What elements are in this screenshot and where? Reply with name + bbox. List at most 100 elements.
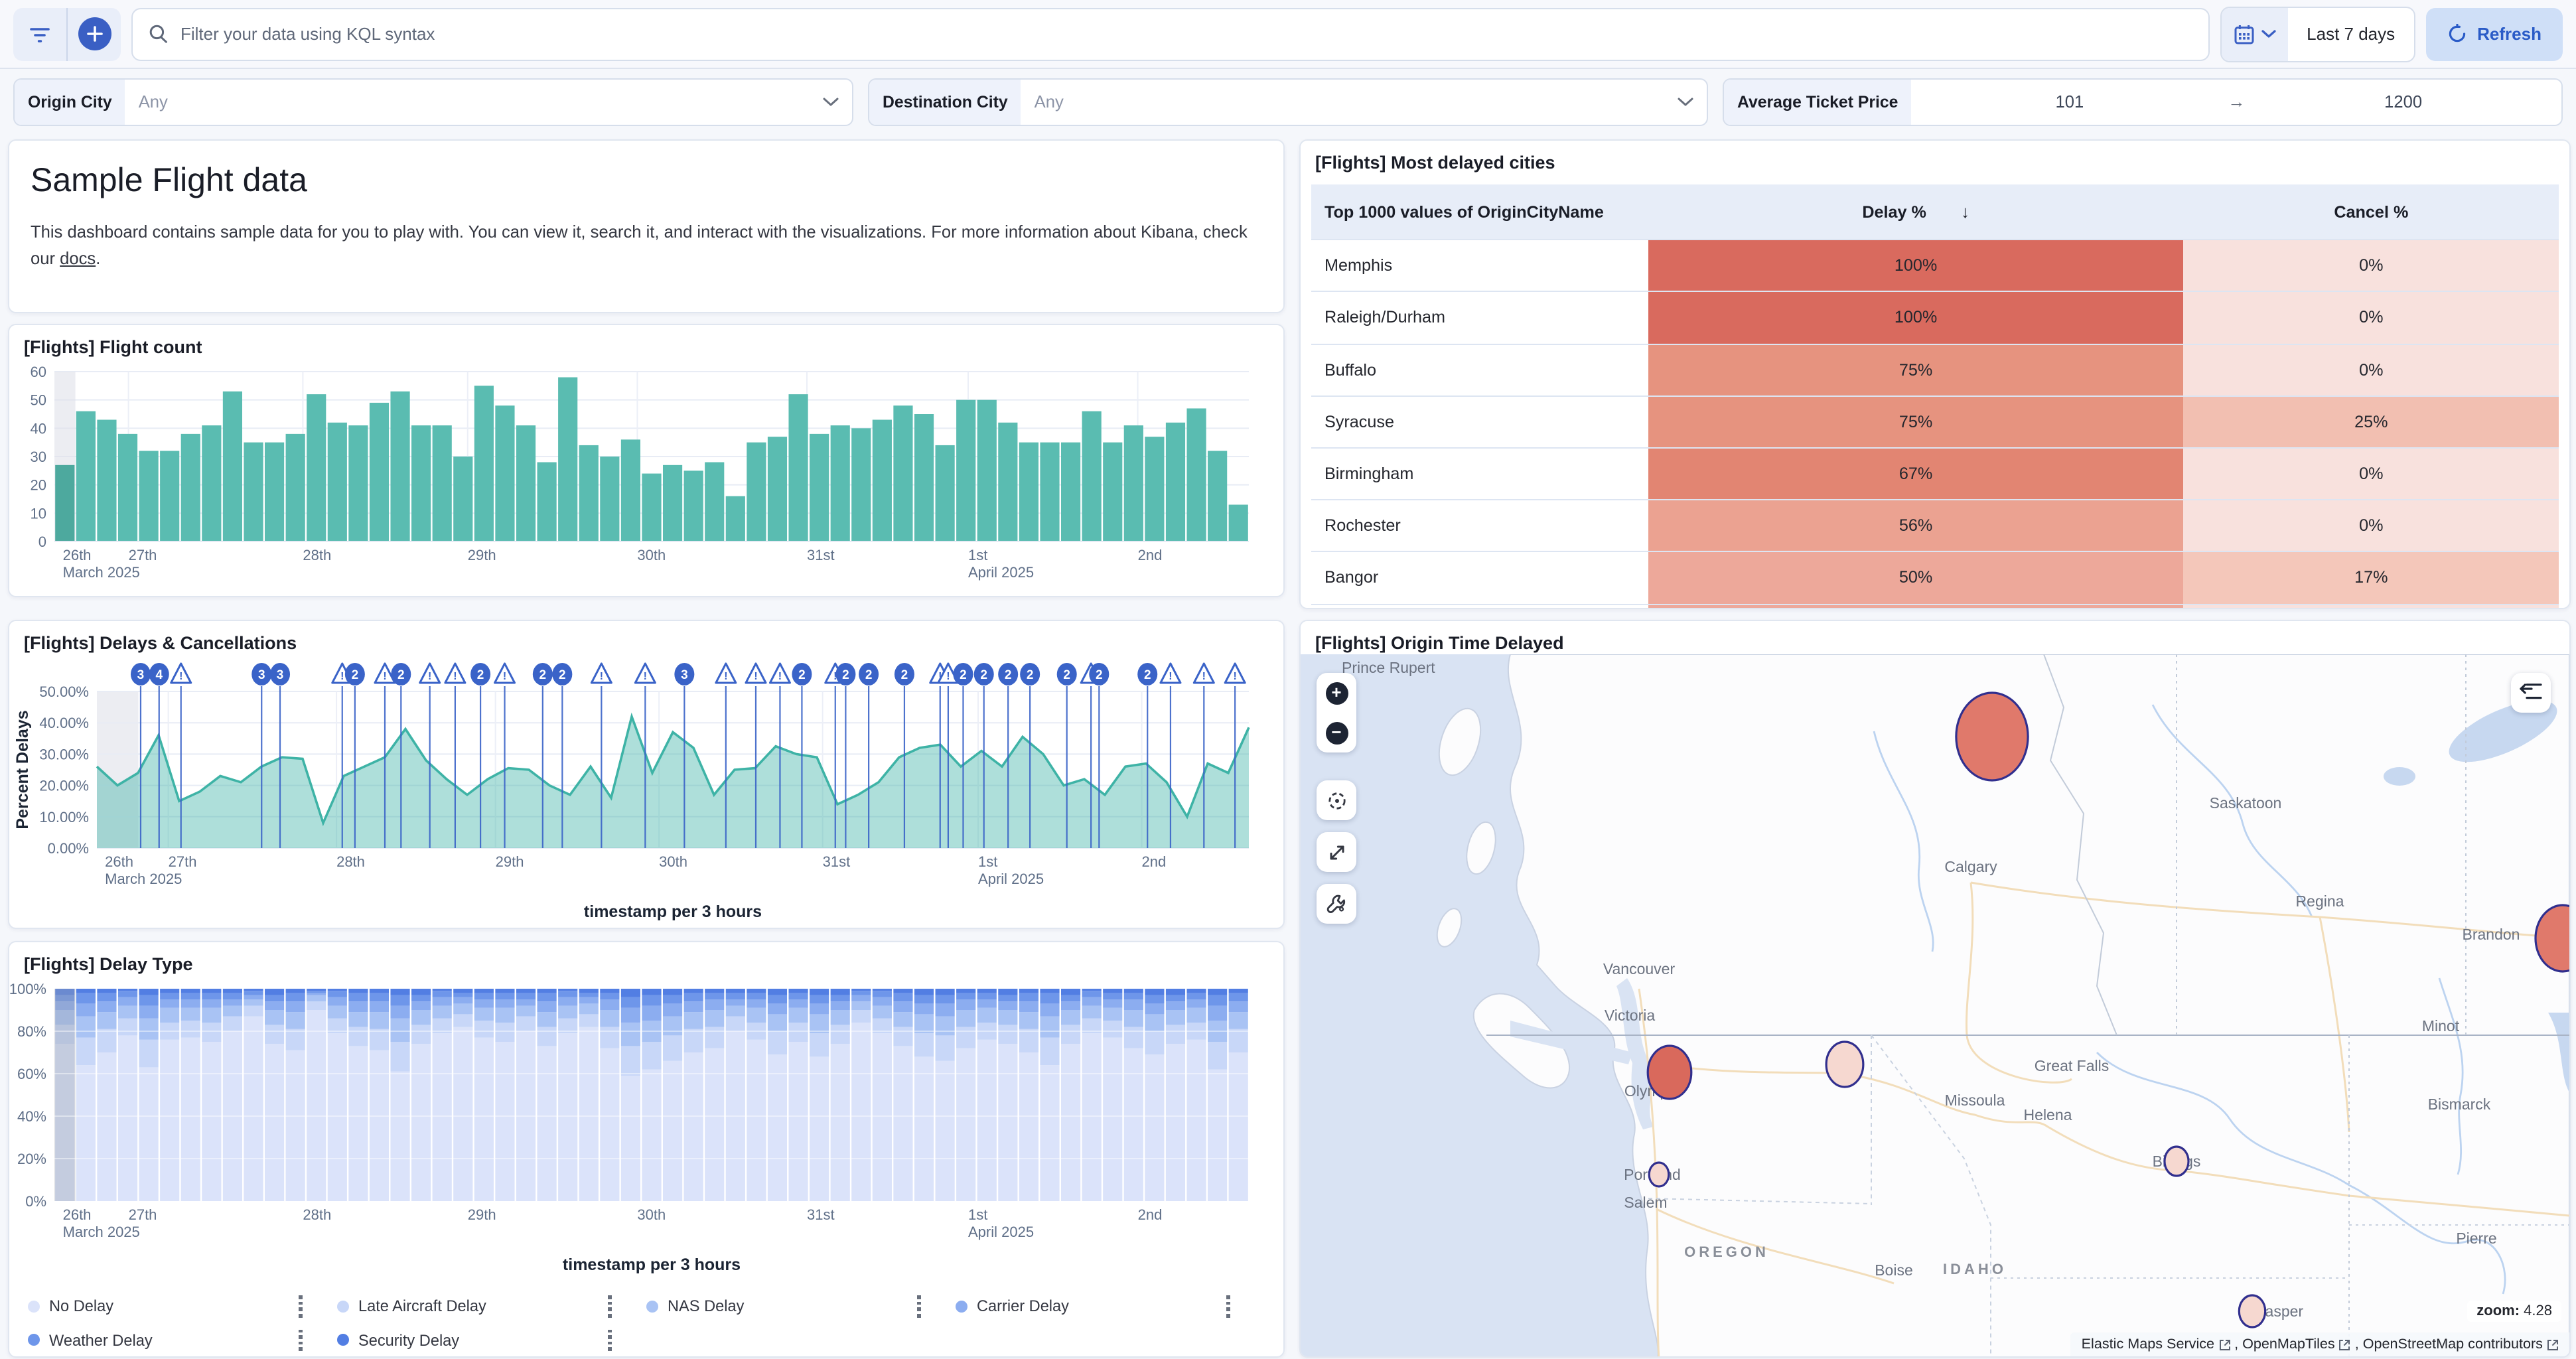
time-picker-calendar-button[interactable] — [2222, 7, 2289, 60]
legend-item-security-delay[interactable]: Security Delay — [337, 1329, 646, 1351]
map-state-label: IDAHO — [1943, 1261, 2007, 1277]
svg-text:0.00%: 0.00% — [48, 840, 89, 857]
legend-actions-icon[interactable] — [299, 1329, 303, 1351]
east-edge-bubble[interactable] — [2534, 904, 2569, 973]
svg-text:2: 2 — [397, 668, 405, 682]
legend-actions-icon[interactable] — [917, 1295, 921, 1318]
attribution-link[interactable]: OpenMapTiles — [2242, 1336, 2351, 1352]
avg-ticket-price-control[interactable]: Average Ticket Price 101 → 1200 — [1723, 78, 2563, 125]
svg-text:0: 0 — [38, 534, 46, 550]
delay-cell[interactable]: 56% — [1648, 499, 2184, 552]
svg-text:!: ! — [383, 671, 386, 682]
flight-count-panel: [Flights] Flight count 0 10 20 30 40 50 60 26th… — [8, 324, 1285, 597]
delay-cell[interactable]: 50% — [1648, 603, 2184, 608]
legend-item-carrier-delay[interactable]: Carrier Delay — [956, 1295, 1265, 1318]
delay-cell[interactable]: 67% — [1648, 447, 2184, 500]
map-fit-to-data-button[interactable] — [1317, 832, 1356, 872]
city-cell[interactable]: Raleigh/Durham — [1311, 291, 1648, 344]
table-row[interactable]: Buffalo 75% 0% — [1311, 343, 2559, 396]
filter-funnel-button[interactable] — [13, 7, 66, 60]
cancel-cell[interactable]: 0% — [2183, 447, 2559, 500]
delay-type-chart[interactable]: 0% 20% 40% 60% 80% 100% 26th March 2025 27th 28th… — [9, 978, 1283, 1285]
delays-area-chart[interactable]: 0.00% 10.00% 20.00% 30.00% 40.00% 50.00% 3 4! 3 3… — [9, 657, 1283, 928]
cancel-cell[interactable]: 25% — [2183, 395, 2559, 448]
legend-item-no-delay[interactable]: No Delay — [28, 1295, 337, 1318]
city-cell[interactable]: Syracuse — [1311, 395, 1648, 448]
svg-text:!: ! — [644, 671, 647, 682]
kql-search-input[interactable]: Filter your data using KQL syntax — [131, 7, 2210, 60]
billings-bubble[interactable] — [2163, 1145, 2190, 1177]
cancel-cell[interactable]: 0% — [2183, 603, 2559, 608]
delay-cell[interactable]: 75% — [1648, 343, 2184, 396]
svg-text:2: 2 — [1005, 668, 1012, 682]
destination-city-control[interactable]: Destination City Any — [868, 78, 1708, 125]
table-header-delay[interactable]: Delay % ↓ — [1648, 184, 2184, 240]
cancel-cell[interactable]: 0% — [2183, 343, 2559, 396]
city-cell[interactable]: Buffalo — [1311, 343, 1648, 396]
legend-actions-icon[interactable] — [299, 1295, 303, 1318]
table-row[interactable]: Memphis 100% 0% — [1311, 239, 2559, 292]
ticket-price-max[interactable]: 1200 — [2384, 92, 2423, 111]
map-set-view-button[interactable] — [1317, 780, 1356, 820]
legend-item-nas-delay[interactable]: NAS Delay — [646, 1295, 956, 1318]
refresh-button[interactable]: Refresh — [2425, 7, 2563, 60]
table-row[interactable]: Birmingham 67% 0% — [1311, 447, 2559, 500]
svg-text:40.00%: 40.00% — [39, 715, 89, 732]
filter-controls-group — [13, 7, 121, 60]
delay-cell[interactable]: 100% — [1648, 239, 2184, 292]
casper-bubble[interactable] — [2238, 1294, 2267, 1328]
legend-item-late-aircraft-delay[interactable]: Late Aircraft Delay — [337, 1295, 646, 1318]
map-attribution: Elastic Maps Service, OpenMapTiles, Open… — [2070, 1332, 2569, 1356]
map-legend-collapse-button[interactable] — [2511, 673, 2551, 713]
svg-text:20.00%: 20.00% — [39, 778, 89, 794]
spokane-bubble[interactable] — [1825, 1040, 1865, 1088]
table-row[interactable]: Chicago/Rockford50%0% — [1311, 603, 2559, 608]
city-cell[interactable]: Memphis — [1311, 239, 1648, 292]
add-filter-button[interactable] — [66, 7, 121, 60]
svg-text:60: 60 — [31, 364, 46, 380]
svg-text:2nd: 2nd — [1138, 1206, 1163, 1223]
delay-cell[interactable]: 50% — [1648, 551, 2184, 604]
map-zoom-out-button[interactable]: − — [1317, 713, 1356, 752]
map-canvas[interactable]: Prince Rupert Saskatoon Calgary Regina Brand… — [1301, 654, 2569, 1356]
attribution-link[interactable]: Elastic Maps Service — [2082, 1336, 2230, 1352]
cancel-cell[interactable]: 0% — [2183, 291, 2559, 344]
portland-bubble[interactable] — [1648, 1161, 1670, 1188]
destination-city-label: Destination City — [869, 79, 1021, 124]
north-bubble[interactable] — [1955, 691, 2029, 782]
table-header-city[interactable]: Top 1000 values of OriginCityName — [1311, 184, 1648, 240]
query-bar: Filter your data using KQL syntax Last 7… — [0, 0, 2576, 69]
legend-actions-icon[interactable] — [608, 1295, 612, 1318]
ticket-price-min[interactable]: 101 — [2055, 92, 2084, 111]
legend-item-weather-delay[interactable]: Weather Delay — [28, 1329, 337, 1351]
crosshair-icon — [1328, 792, 1345, 809]
seattle-bubble[interactable] — [1646, 1044, 1693, 1100]
filter-funnel-icon — [30, 27, 50, 42]
svg-text:3: 3 — [277, 668, 284, 682]
table-row[interactable]: Rochester 56% 0% — [1311, 499, 2559, 552]
city-cell[interactable]: Birmingham — [1311, 447, 1648, 500]
delay-cell[interactable]: 100% — [1648, 291, 2184, 344]
time-range-label[interactable]: Last 7 days — [2307, 24, 2396, 44]
origin-city-control[interactable]: Origin City Any — [13, 78, 853, 125]
delay-cell[interactable]: 75% — [1648, 395, 2184, 448]
legend-actions-icon[interactable] — [1226, 1295, 1230, 1318]
map-tools-button[interactable] — [1317, 884, 1356, 924]
table-row[interactable]: Bangor 50% 17% — [1311, 551, 2559, 604]
legend-label: Carrier Delay — [977, 1297, 1069, 1316]
map-zoom-in-button[interactable]: + — [1317, 673, 1356, 713]
legend-actions-icon[interactable] — [608, 1329, 612, 1351]
cancel-cell[interactable]: 0% — [2183, 239, 2559, 292]
city-cell[interactable]: Bangor — [1311, 551, 1648, 604]
table-header-cancel[interactable]: Cancel % — [2183, 184, 2559, 240]
svg-text:40%: 40% — [17, 1108, 46, 1125]
city-cell[interactable]: Chicago/Rockford — [1311, 603, 1648, 608]
attribution-link[interactable]: OpenStreetMap contributors — [2363, 1336, 2559, 1352]
city-cell[interactable]: Rochester — [1311, 499, 1648, 552]
table-row[interactable]: Raleigh/Durham 100% 0% — [1311, 291, 2559, 344]
cancel-cell[interactable]: 17% — [2183, 551, 2559, 604]
cancel-cell[interactable]: 0% — [2183, 499, 2559, 552]
docs-link[interactable]: docs — [60, 248, 96, 269]
flight-count-chart[interactable]: 0 10 20 30 40 50 60 26th March 2025 27th 28th 29th 3… — [9, 361, 1283, 596]
table-row[interactable]: Syracuse 75% 25% — [1311, 395, 2559, 448]
